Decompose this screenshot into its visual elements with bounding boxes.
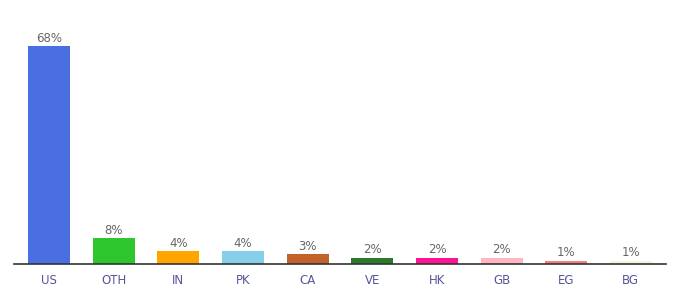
- Bar: [610, 261, 652, 264]
- Text: 2%: 2%: [492, 243, 511, 256]
- Text: 2%: 2%: [363, 243, 381, 256]
- Text: 1%: 1%: [622, 246, 640, 259]
- Text: 2%: 2%: [428, 243, 446, 256]
- Bar: [287, 254, 328, 264]
- Text: 4%: 4%: [169, 237, 188, 250]
- Bar: [92, 238, 135, 264]
- Text: 3%: 3%: [299, 240, 317, 253]
- Text: 68%: 68%: [36, 32, 62, 45]
- Bar: [352, 258, 393, 264]
- Bar: [28, 46, 70, 264]
- Text: 8%: 8%: [105, 224, 123, 237]
- Bar: [481, 258, 523, 264]
- Bar: [545, 261, 588, 264]
- Text: 1%: 1%: [557, 246, 575, 259]
- Text: 4%: 4%: [234, 237, 252, 250]
- Bar: [416, 258, 458, 264]
- Bar: [157, 251, 199, 264]
- Bar: [222, 251, 264, 264]
